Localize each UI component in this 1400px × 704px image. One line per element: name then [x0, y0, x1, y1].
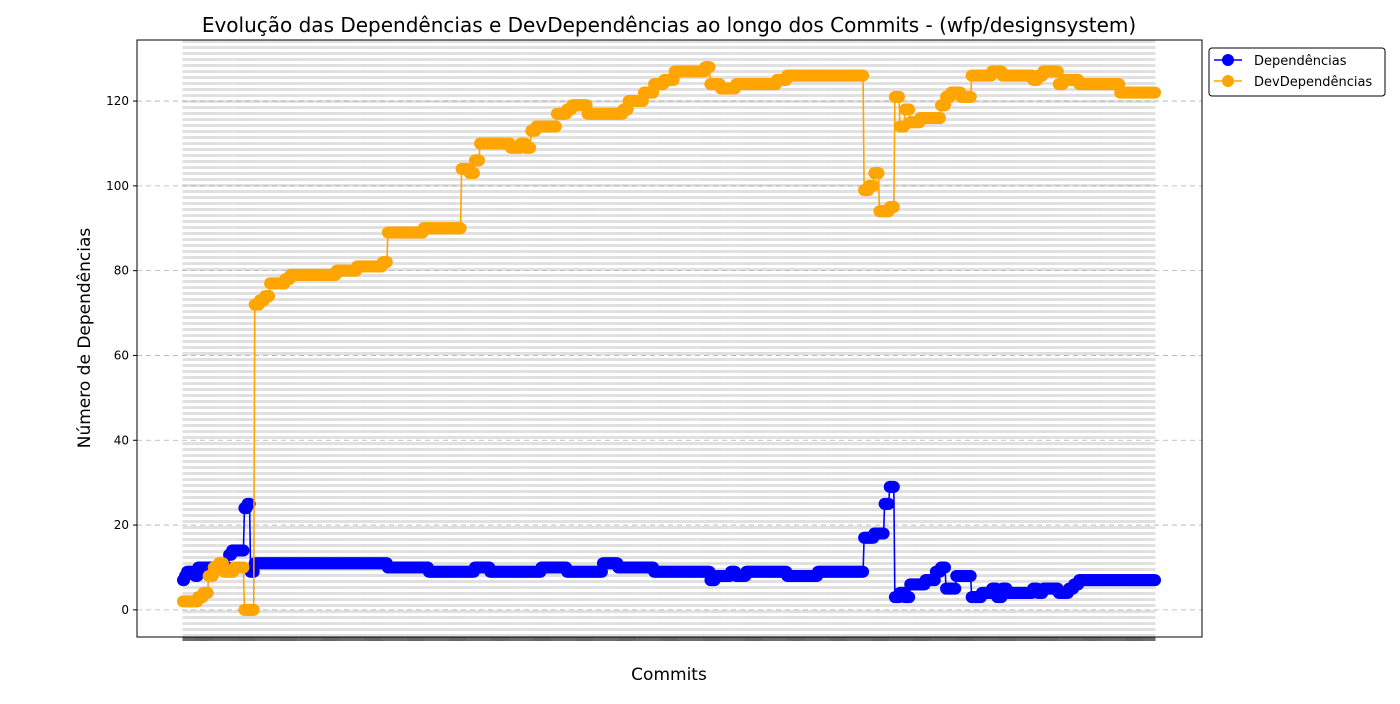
data-point	[1149, 86, 1161, 99]
x-axis-label: Commits	[631, 665, 707, 685]
y-tick-label: 80	[114, 264, 129, 278]
data-point	[247, 603, 260, 616]
data-point	[243, 497, 256, 510]
data-point	[201, 586, 214, 599]
data-point	[867, 179, 880, 192]
data-point	[857, 565, 870, 578]
data-point	[933, 112, 946, 125]
series-devdependencias	[177, 61, 1161, 616]
y-tick-label: 20	[114, 518, 129, 532]
data-point	[939, 561, 952, 574]
y-axis-ticks: 0 20 40 60 80 100 120	[106, 94, 137, 617]
y-tick-label: 0	[121, 603, 129, 617]
data-point	[882, 497, 895, 510]
data-point	[237, 561, 250, 574]
plot-frame	[136, 39, 1203, 638]
legend-label-dependencias: Dependências	[1254, 54, 1347, 69]
data-point	[903, 103, 916, 116]
data-point	[964, 90, 977, 103]
data-point	[263, 290, 276, 303]
data-point	[380, 256, 393, 269]
data-point	[887, 480, 900, 493]
horizontal-gridlines	[137, 100, 1202, 611]
legend-label-devdependencias: DevDependências	[1254, 75, 1372, 90]
data-point	[872, 167, 885, 180]
data-point	[467, 167, 480, 180]
chart-title: Evolução das Dependências e DevDependênc…	[202, 13, 1136, 37]
data-point	[877, 527, 890, 540]
data-point	[703, 61, 716, 74]
data-point	[892, 90, 905, 103]
data-point	[949, 582, 962, 595]
data-point	[524, 141, 537, 154]
data-point	[237, 544, 250, 557]
series-dependencias	[177, 480, 1161, 604]
y-tick-label: 120	[106, 94, 129, 108]
x-axis-ticks	[182, 637, 1156, 641]
data-point	[1051, 65, 1064, 78]
data-point	[454, 222, 467, 235]
data-point	[887, 201, 900, 214]
data-point	[473, 154, 485, 167]
legend: Dependências DevDependências	[1208, 47, 1386, 97]
data-point	[903, 591, 916, 604]
series-layer	[177, 61, 1161, 616]
legend-box	[1208, 47, 1386, 97]
data-point	[1149, 574, 1161, 587]
y-tick-label: 40	[114, 433, 129, 447]
y-tick-label: 60	[114, 348, 129, 362]
legend-marker-devdependencias	[1222, 75, 1234, 87]
data-point	[857, 69, 870, 82]
data-point	[964, 569, 977, 582]
data-point	[549, 120, 562, 133]
x-tick-marks	[182, 637, 1156, 641]
y-axis-label: Número de Dependências	[75, 228, 95, 449]
y-tick-label: 100	[106, 179, 129, 193]
legend-marker-dependencias	[1222, 54, 1234, 66]
